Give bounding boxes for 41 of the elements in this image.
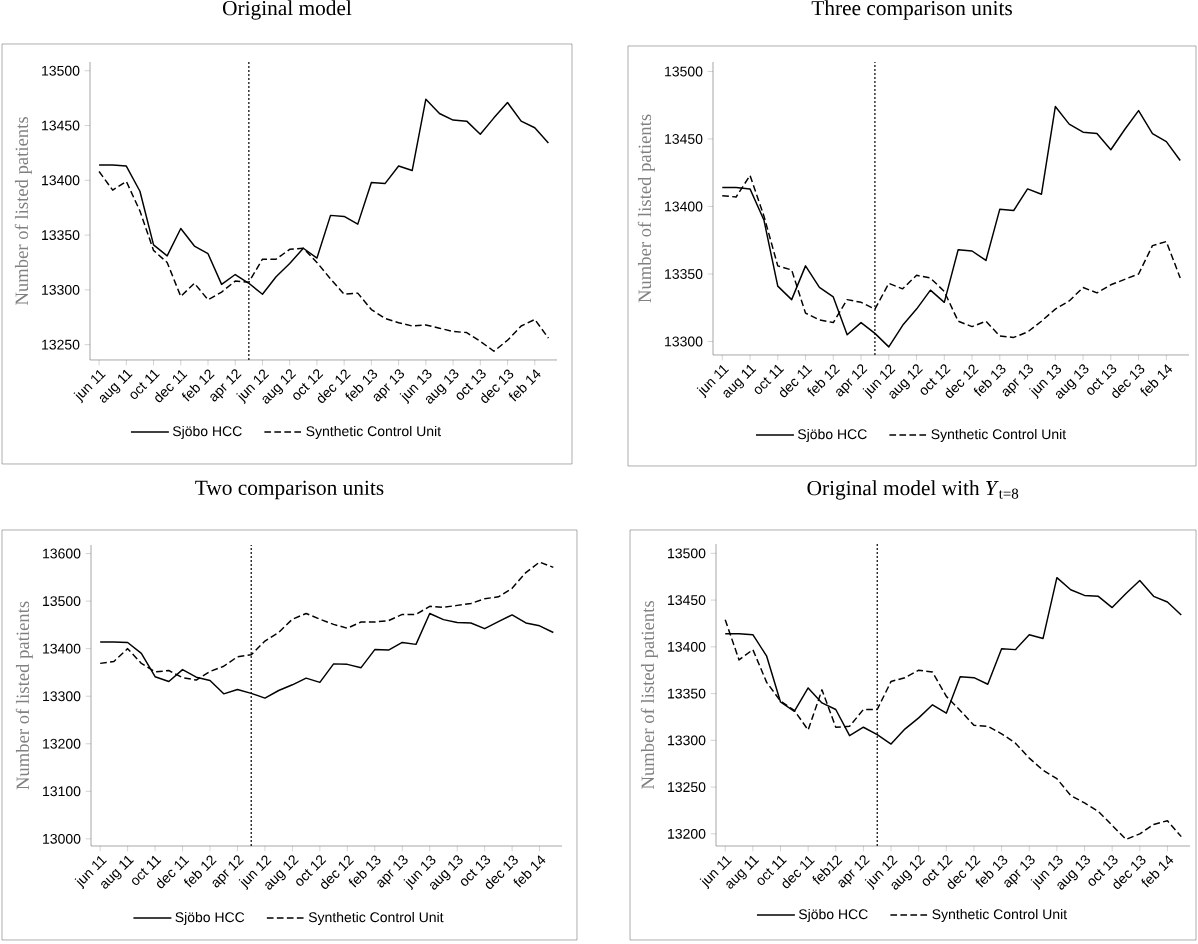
y-axis-title: Number of listed patients: [640, 601, 658, 790]
y-tick-label: 13450: [42, 120, 80, 131]
y-tick-label: 13000: [43, 833, 81, 844]
legend-label: Sjöbo HCC: [172, 425, 242, 439]
chart-title: Original model with Y$_{t=8}$: [807, 480, 1019, 500]
y-axis-title: Number of listed patients: [15, 601, 33, 790]
chart-title: Original model: [222, 0, 352, 20]
chart-title: Three comparison units: [811, 0, 1012, 20]
y-tick-label: 13300: [42, 284, 80, 295]
y-tick-label: 13200: [668, 828, 706, 839]
legend-label: Sjöbo HCC: [175, 911, 245, 925]
y-tick-label: 13350: [668, 688, 706, 699]
y-tick-label: 13350: [665, 269, 703, 279]
y-tick-label: 13400: [42, 175, 80, 186]
legend-label: Synthetic Control Unit: [308, 911, 444, 925]
y-tick-label: 13500: [665, 66, 703, 77]
y-tick-label: 13300: [665, 336, 703, 347]
legend-label: Sjöbo HCC: [798, 908, 868, 922]
y-tick-label: 13600: [43, 548, 81, 559]
legend-label: Synthetic Control Unit: [306, 425, 441, 439]
y-axis-title: Number of listed patients: [637, 114, 655, 303]
y-tick-label: 13350: [42, 230, 80, 241]
y-tick-label: 13500: [43, 596, 81, 607]
chart-title: Two comparison units: [195, 480, 384, 500]
y-tick-label: 13300: [668, 735, 706, 746]
y-tick-label: 13400: [668, 641, 706, 652]
y-tick-label: 13500: [42, 65, 80, 76]
legend-label: Synthetic Control Unit: [931, 428, 1066, 442]
y-tick-label: 13400: [665, 201, 703, 212]
y-tick-label: 13100: [43, 786, 81, 797]
legend-label: Synthetic Control Unit: [932, 908, 1067, 922]
y-tick-label: 13300: [43, 691, 81, 702]
y-tick-label: 13250: [42, 339, 80, 350]
y-tick-label: 13500: [668, 548, 706, 559]
y-axis-title: Number of listed patients: [14, 117, 32, 306]
y-tick-label: 13450: [668, 595, 706, 606]
legend-label: Sjöbo HCC: [797, 428, 867, 442]
y-tick-label: 13400: [43, 643, 81, 654]
y-tick-label: 13250: [668, 782, 706, 793]
y-tick-label: 13450: [665, 134, 703, 144]
y-tick-label: 13200: [43, 738, 81, 749]
